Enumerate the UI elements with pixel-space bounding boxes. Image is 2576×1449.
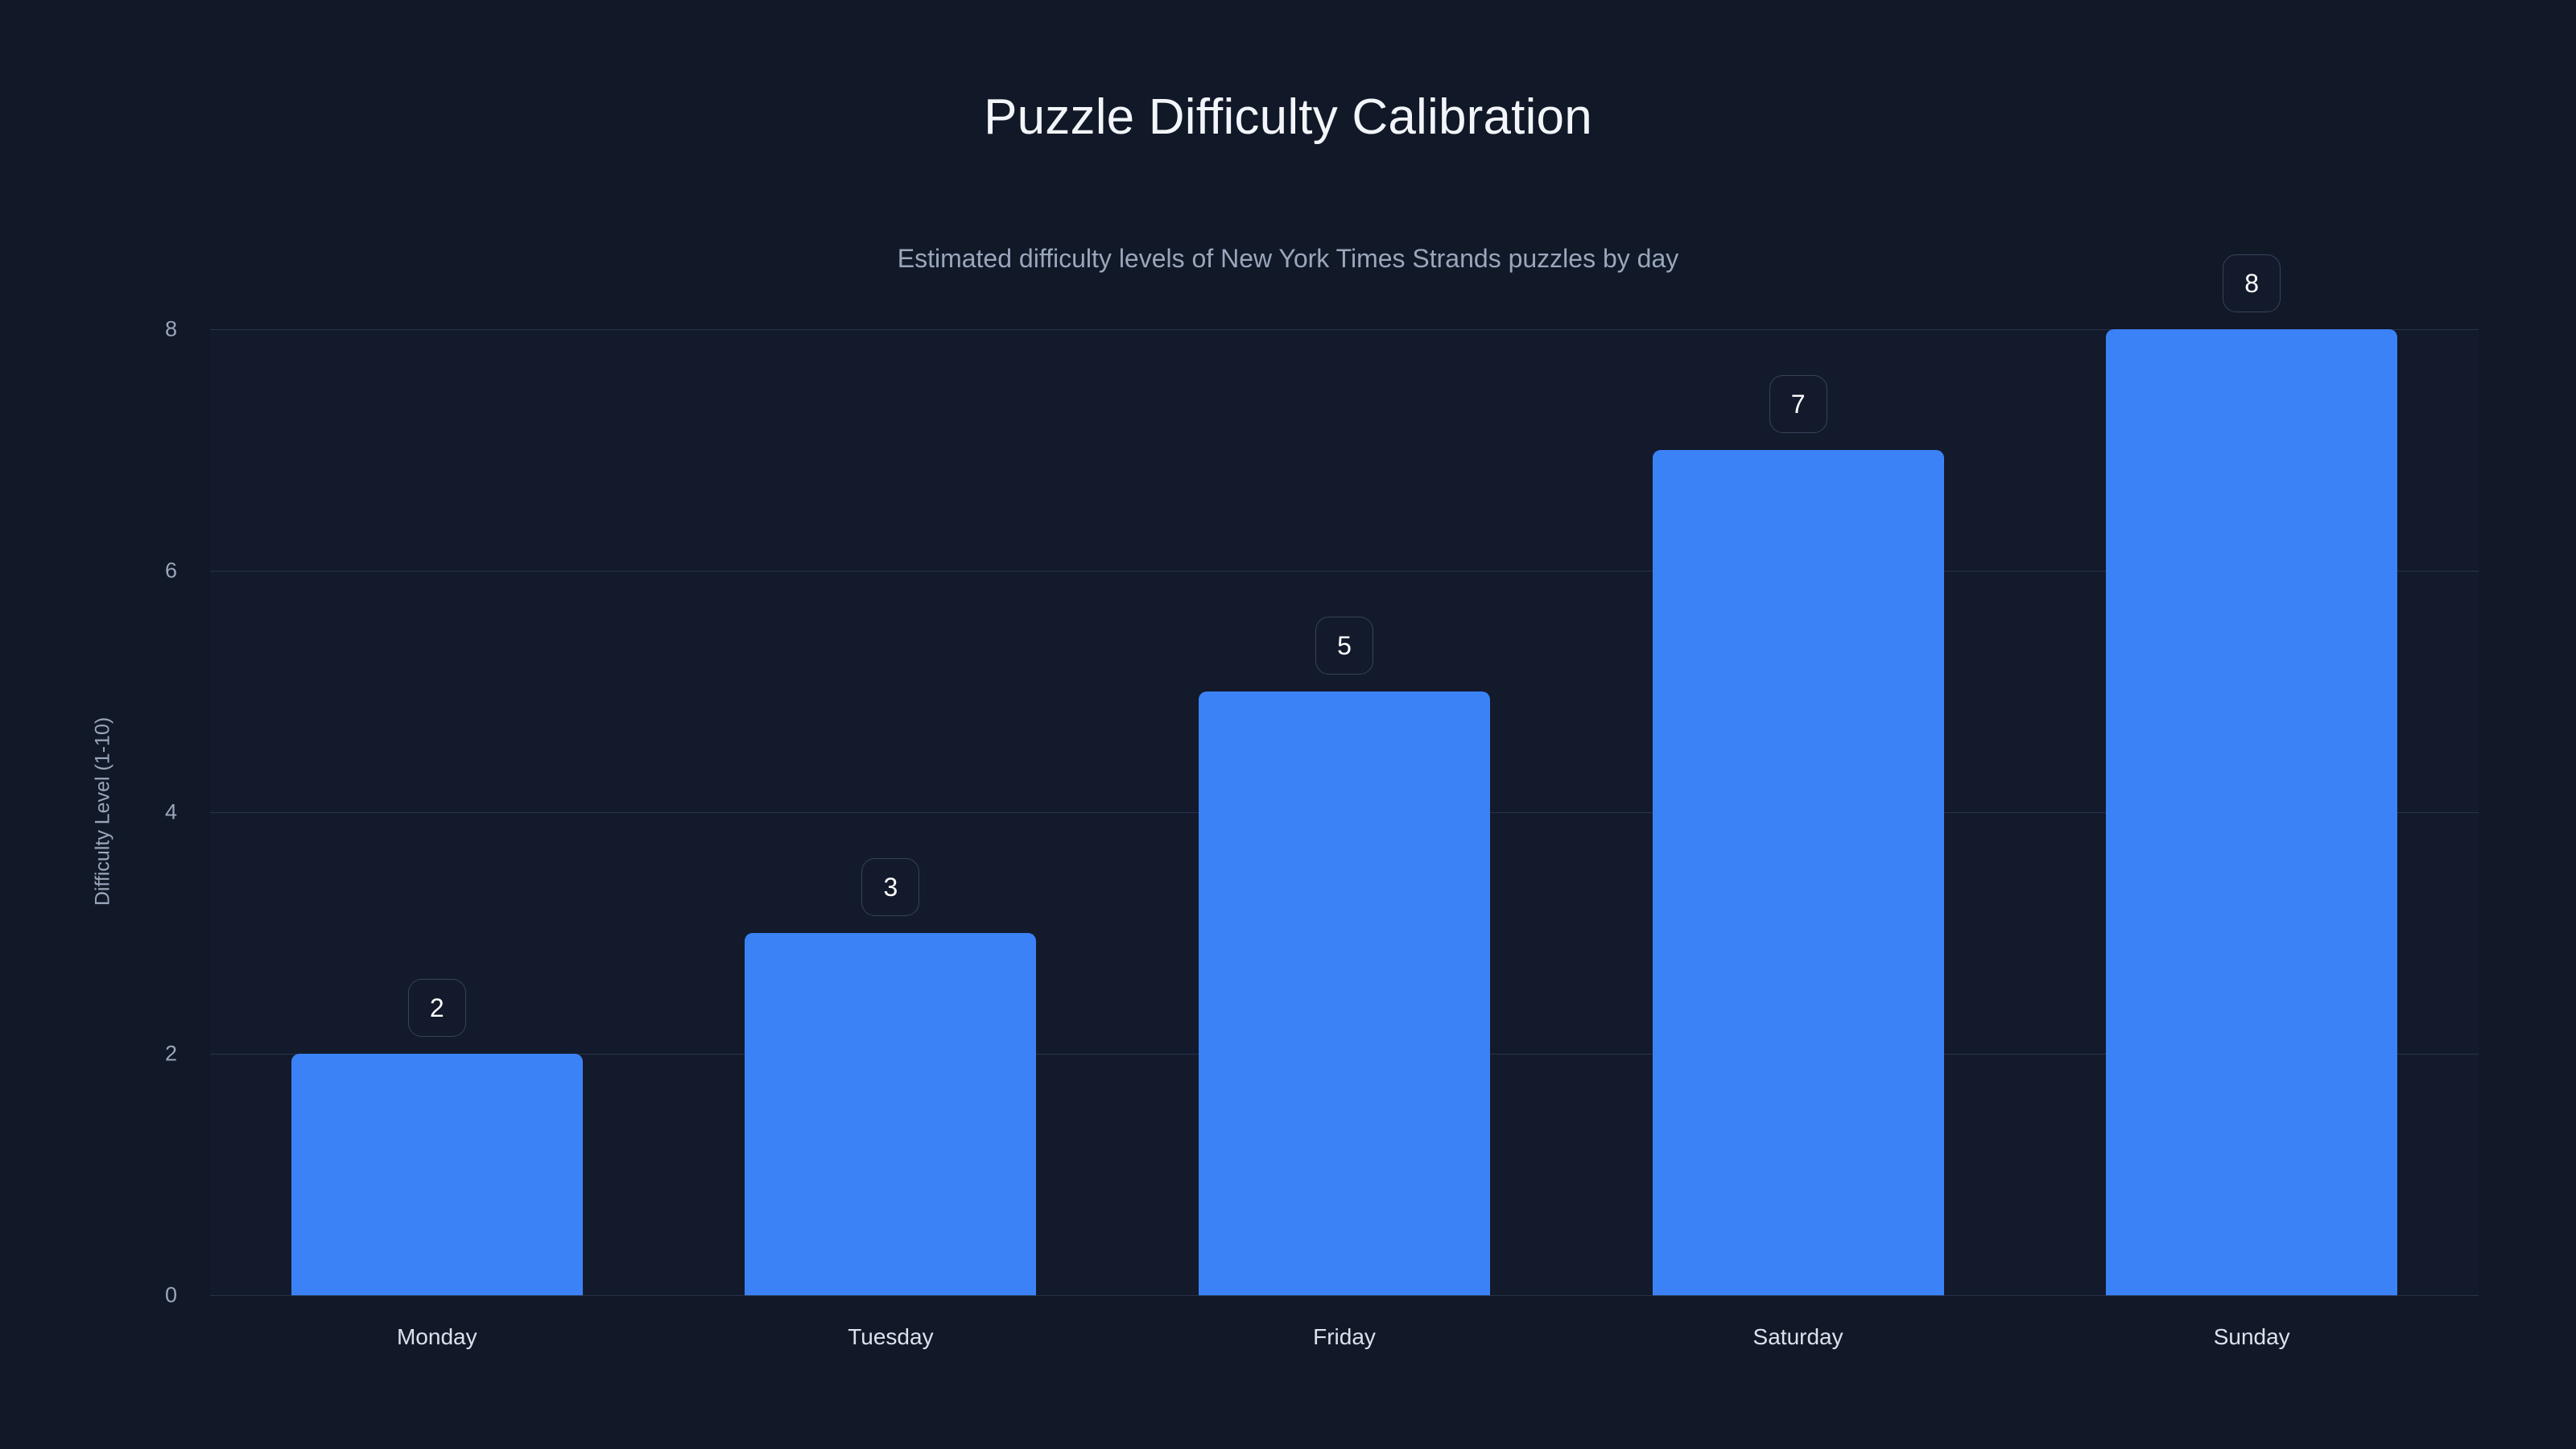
- bar-value-label: 7: [1769, 375, 1827, 433]
- y-axis-tick-label: 2: [164, 1041, 177, 1066]
- gridline: [210, 1295, 2479, 1296]
- x-axis-tick-label: Tuesday: [848, 1324, 934, 1349]
- x-axis-tick-label: Friday: [1313, 1324, 1376, 1349]
- bar-value-label: 8: [2223, 254, 2281, 312]
- y-axis-tick-label: 4: [164, 799, 177, 824]
- bar-value-label: 2: [407, 979, 466, 1037]
- x-axis-tick-label: Monday: [396, 1324, 477, 1349]
- bar[interactable]: [1652, 450, 1944, 1295]
- y-axis-tick-label: 0: [164, 1282, 177, 1307]
- bar[interactable]: [291, 1054, 583, 1295]
- gridline: [210, 571, 2479, 572]
- gridline: [210, 329, 2479, 330]
- bar[interactable]: [745, 933, 1037, 1295]
- bar-value-label: 5: [1315, 617, 1373, 675]
- bar[interactable]: [1199, 691, 1490, 1295]
- chart-subtitle: Estimated difficulty levels of New York …: [897, 244, 1679, 273]
- plot-area: [210, 329, 2479, 1296]
- bar[interactable]: [2106, 329, 2398, 1295]
- y-axis-tick-label: 6: [164, 558, 177, 583]
- y-axis-tick-label: 8: [164, 316, 177, 341]
- chart-title: Puzzle Difficulty Calibration: [984, 89, 1592, 145]
- x-axis-tick-label: Saturday: [1752, 1324, 1843, 1349]
- bar-value-label: 3: [861, 858, 920, 916]
- x-axis-tick-label: Sunday: [2213, 1324, 2290, 1349]
